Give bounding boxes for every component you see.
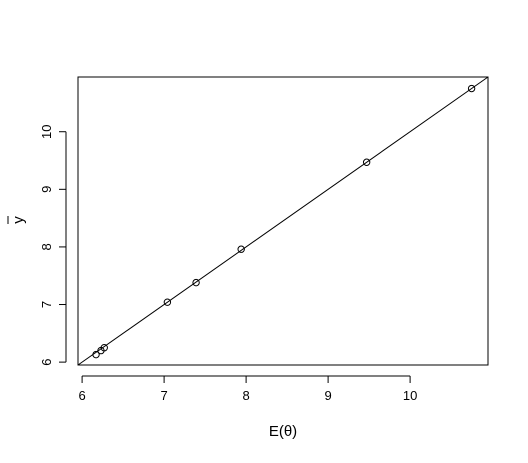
x-axis: 6 7 8 9 10 [78, 375, 417, 403]
x-axis-title: E(θ) [269, 423, 297, 440]
y-axis-title: y [7, 216, 27, 224]
data-point [192, 278, 200, 287]
y-axis-title-text: y [10, 216, 27, 224]
y-axis: 6 7 8 9 10 [39, 124, 67, 366]
plot-frame [77, 76, 489, 366]
x-tick-label: 7 [160, 388, 167, 403]
data-point [163, 298, 172, 306]
data-point [237, 245, 245, 253]
identity-line-layer [77, 76, 489, 366]
x-tick-label: 8 [242, 388, 249, 403]
x-tick-label: 10 [403, 388, 417, 403]
data-point [362, 158, 371, 166]
data-point [100, 344, 108, 352]
y-tick-label: 7 [39, 301, 54, 308]
x-tick-label: 6 [78, 388, 85, 403]
y-tick-label: 9 [39, 186, 54, 193]
y-tick-label: 10 [39, 124, 54, 138]
y-tick-label: 8 [39, 243, 54, 250]
data-point [467, 84, 476, 93]
y-tick-label: 6 [39, 359, 54, 366]
x-tick-label: 9 [324, 388, 331, 403]
identity-line [77, 76, 489, 366]
data-point [92, 350, 100, 359]
points-layer [92, 84, 476, 359]
